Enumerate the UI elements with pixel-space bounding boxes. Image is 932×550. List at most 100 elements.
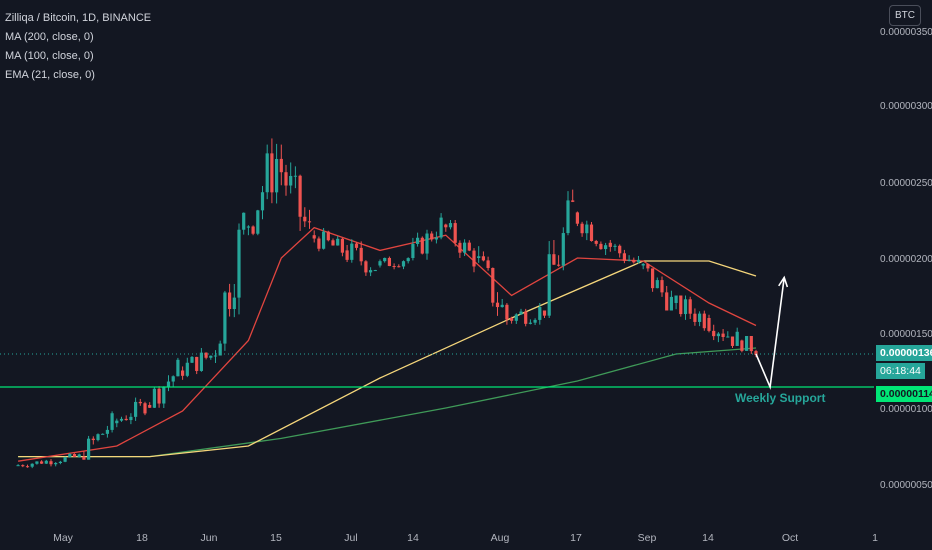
time-tick-label: 17 bbox=[570, 532, 582, 544]
price-tick-label: 0.00000050 bbox=[880, 480, 932, 491]
candle-body bbox=[730, 336, 735, 346]
chart-legend: Zilliqa / Bitcoin, 1D, BINANCE MA (200, … bbox=[5, 9, 151, 85]
candle-body bbox=[660, 280, 664, 293]
candle-body bbox=[561, 233, 565, 266]
candle-body bbox=[232, 297, 236, 310]
candle-body bbox=[754, 351, 758, 355]
candle-body bbox=[350, 243, 354, 260]
legend-ma100[interactable]: MA (100, close, 0) bbox=[5, 50, 94, 62]
candle-body bbox=[702, 313, 706, 329]
current-price-tag: 0.00000136 bbox=[876, 345, 932, 361]
legend-ema21[interactable]: EMA (21, close, 0) bbox=[5, 69, 95, 81]
candle-body bbox=[580, 223, 584, 234]
candle-body bbox=[397, 266, 401, 268]
candle-body bbox=[312, 235, 316, 239]
indicator-line bbox=[18, 226, 757, 462]
candle-body bbox=[322, 231, 326, 249]
candle-body bbox=[636, 259, 641, 263]
candlesticks bbox=[16, 138, 758, 469]
time-tick-label: Aug bbox=[491, 532, 510, 544]
candle-body bbox=[430, 233, 434, 240]
candle-body bbox=[712, 330, 716, 337]
candle-body bbox=[16, 465, 20, 467]
candle-body bbox=[336, 238, 340, 246]
candle-body bbox=[25, 466, 30, 468]
candle-body bbox=[246, 226, 250, 228]
candle-body bbox=[651, 268, 655, 289]
candle-body bbox=[533, 319, 537, 323]
candle-body bbox=[101, 433, 105, 435]
candle-body bbox=[627, 259, 631, 261]
candle-body bbox=[726, 336, 730, 338]
candle-body bbox=[721, 333, 725, 337]
price-tick-label: 0.00000300 bbox=[880, 101, 932, 112]
candle-body bbox=[510, 318, 514, 321]
candle-body bbox=[119, 418, 124, 421]
candle-body bbox=[599, 243, 603, 250]
candle-body bbox=[618, 245, 622, 254]
weekly-support-label: Weekly Support bbox=[735, 391, 825, 405]
candle-body bbox=[481, 256, 485, 261]
time-tick-label: Jul bbox=[344, 532, 357, 544]
candle-body bbox=[251, 226, 255, 234]
candle-body bbox=[528, 322, 532, 324]
candle-body bbox=[237, 229, 241, 298]
legend-ma200[interactable]: MA (200, close, 0) bbox=[5, 31, 94, 43]
candle-body bbox=[463, 242, 467, 253]
candle-body bbox=[425, 233, 429, 254]
candle-body bbox=[439, 217, 443, 238]
candle-body bbox=[420, 237, 424, 254]
candle-body bbox=[373, 270, 377, 272]
candle-body bbox=[604, 245, 608, 250]
candle-body bbox=[387, 257, 391, 267]
time-axis[interactable]: May 18 Jun 15 Jul 14 Aug 17 Sep 14 Oct 1 bbox=[53, 532, 878, 544]
candle-body bbox=[745, 336, 749, 351]
candle-body bbox=[166, 381, 171, 387]
candle-body bbox=[364, 261, 368, 273]
candle-body bbox=[345, 250, 349, 260]
candle-body bbox=[303, 216, 307, 222]
candle-body bbox=[204, 352, 208, 358]
time-tick-label: 18 bbox=[136, 532, 148, 544]
candle-body bbox=[213, 355, 218, 357]
candle-body bbox=[190, 356, 194, 363]
candle-body bbox=[491, 267, 495, 303]
time-tick-label: 14 bbox=[407, 532, 419, 544]
candle-body bbox=[749, 336, 753, 352]
candle-body bbox=[298, 175, 302, 217]
candle-body bbox=[82, 456, 86, 460]
time-tick-label: Jun bbox=[201, 532, 218, 544]
candle-body bbox=[505, 304, 509, 320]
candle-body bbox=[331, 240, 335, 246]
candle-body bbox=[265, 153, 269, 193]
candle-body bbox=[477, 256, 481, 258]
candle-body bbox=[54, 463, 58, 465]
candle-body bbox=[585, 224, 589, 234]
candle-body bbox=[514, 314, 518, 321]
candle-body bbox=[495, 302, 500, 308]
candle-body bbox=[307, 221, 312, 223]
arrow-path bbox=[755, 277, 785, 391]
price-axis[interactable]: 0.00000350 0.00000300 0.00000250 0.00000200… bbox=[880, 27, 932, 491]
candle-body bbox=[354, 243, 359, 248]
indicator-line bbox=[18, 260, 757, 458]
candle-body bbox=[171, 376, 175, 382]
price-tick-label: 0.00000150 bbox=[880, 329, 932, 340]
currency-badge[interactable]: BTC bbox=[889, 5, 921, 26]
candle-body bbox=[359, 247, 363, 262]
candle-body bbox=[458, 242, 462, 253]
legend-symbol[interactable]: Zilliqa / Bitcoin, 1D, BINANCE bbox=[5, 12, 152, 24]
price-tick-label: 0.00000100 bbox=[880, 404, 932, 415]
candle-body bbox=[674, 295, 678, 303]
candle-body bbox=[293, 175, 297, 177]
candle-body bbox=[289, 175, 293, 186]
candle-body bbox=[68, 453, 72, 458]
candle-body bbox=[110, 413, 114, 430]
candle-body bbox=[571, 200, 575, 202]
candle-body bbox=[317, 238, 321, 249]
projection-arrow bbox=[755, 275, 789, 391]
candle-body bbox=[30, 463, 34, 467]
candle-body bbox=[519, 311, 523, 315]
candle-body bbox=[279, 158, 283, 173]
